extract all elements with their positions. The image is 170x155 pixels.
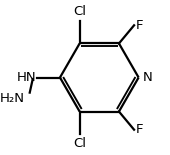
Text: N: N — [143, 71, 153, 84]
Text: H₂N: H₂N — [0, 92, 25, 105]
Text: Cl: Cl — [73, 5, 86, 18]
Text: Cl: Cl — [73, 137, 86, 150]
Text: F: F — [136, 123, 143, 136]
Text: HN: HN — [17, 71, 37, 84]
Text: F: F — [136, 19, 143, 32]
